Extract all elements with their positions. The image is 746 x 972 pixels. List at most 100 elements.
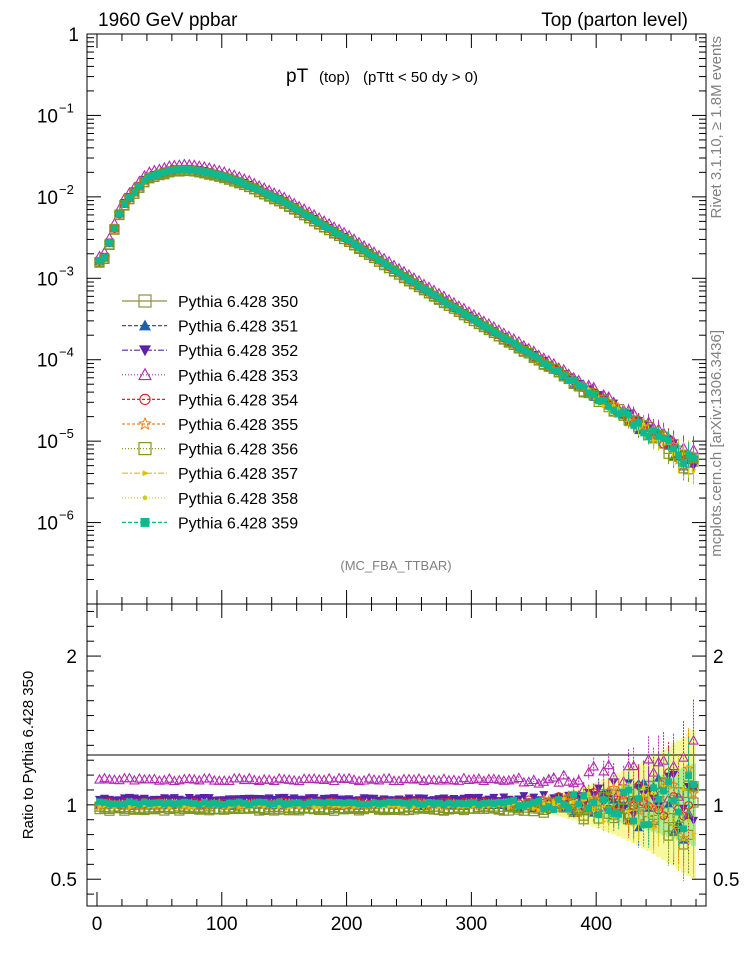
legend-entry: Pythia 6.428 351: [122, 319, 298, 336]
data-point: [570, 791, 578, 799]
data-point: [375, 256, 383, 264]
ratio-data-marks: [93, 699, 700, 881]
ratio-y-tick-label: 1: [66, 796, 77, 817]
data-point: [255, 186, 263, 194]
data-point: [265, 800, 273, 808]
data-point: [205, 169, 213, 177]
data-point: [625, 411, 632, 419]
ratio-y-tick-label: 0.5: [713, 870, 739, 891]
legend-entry: Pythia 6.428 353: [122, 367, 298, 385]
data-point: [438, 773, 450, 783]
data-point: [116, 210, 123, 218]
data-point: [435, 799, 443, 807]
data-point: [165, 167, 173, 175]
data-point: [553, 776, 565, 787]
process-label: Top (parton level): [541, 10, 688, 31]
data-point: [390, 266, 398, 274]
data-point: [655, 433, 662, 440]
data-point: [445, 300, 453, 308]
data-point: [681, 837, 686, 842]
data-point: [588, 760, 600, 771]
data-point: [601, 819, 607, 824]
data-point: [148, 773, 160, 784]
data-point: [385, 263, 393, 270]
data-point: [225, 799, 233, 807]
y-tick-exponent: −3: [59, 263, 74, 278]
data-point: [180, 165, 188, 173]
data-point: [691, 469, 696, 474]
data-point: [600, 397, 608, 404]
data-point: [101, 799, 108, 806]
data-point: [320, 799, 328, 807]
data-point: [681, 787, 687, 792]
data-point: [400, 273, 408, 280]
data-point: [200, 798, 208, 806]
data-point: [403, 773, 415, 784]
data-point: [290, 204, 298, 212]
data-point: [305, 799, 313, 807]
data-point: [676, 787, 681, 792]
data-point: [355, 244, 363, 251]
y-tick-label: 10: [37, 432, 58, 453]
data-point: [315, 219, 323, 227]
y-tick-label: 10: [37, 188, 58, 209]
data-point: [248, 774, 260, 785]
data-point: [641, 785, 646, 790]
data-point: [370, 799, 378, 807]
data-point: [190, 800, 198, 807]
data-point: [405, 276, 413, 284]
data-point: [603, 759, 615, 770]
data-point: [260, 189, 268, 196]
data-point: [325, 798, 333, 806]
data-point: [368, 773, 380, 784]
data-point: [425, 798, 433, 806]
series-marks: [96, 165, 697, 476]
data-point: [585, 805, 593, 812]
data-point: [288, 774, 300, 785]
data-point: [453, 775, 465, 785]
data-point: [146, 173, 153, 181]
data-point: [235, 798, 243, 806]
data-point: [643, 753, 655, 764]
data-point: [146, 800, 153, 807]
data-point: [626, 417, 632, 422]
data-point: [528, 774, 540, 785]
data-point: [440, 298, 448, 305]
data-point: [590, 799, 598, 806]
data-point: [598, 765, 610, 776]
legend-label: Pythia 6.428 353: [178, 368, 298, 385]
data-point: [280, 800, 288, 807]
data-point: [616, 406, 622, 412]
data-point: [628, 760, 640, 771]
data-point: [141, 176, 148, 184]
data-point: [136, 183, 143, 190]
data-point: [116, 800, 123, 808]
data-point: [550, 367, 558, 374]
legend-label: Pythia 6.428 352: [178, 343, 298, 360]
data-point: [645, 432, 652, 440]
data-point: [370, 253, 378, 261]
data-point: [139, 345, 151, 357]
data-point: [676, 834, 682, 840]
data-point: [500, 334, 508, 342]
data-point: [293, 775, 305, 786]
data-point: [170, 800, 178, 808]
data-point: [415, 282, 423, 290]
x-tick-label: 0: [92, 914, 103, 935]
data-point: [530, 798, 538, 806]
data-point: [460, 800, 468, 808]
legend-label: Pythia 6.428 358: [178, 491, 298, 508]
data-point: [395, 798, 403, 806]
data-point: [412, 804, 418, 810]
data-point: [270, 800, 278, 808]
data-point: [330, 799, 338, 807]
data-point: [167, 805, 173, 811]
data-point: [570, 376, 578, 384]
data-point: [555, 796, 563, 803]
legend-label: Pythia 6.428 351: [178, 319, 298, 336]
data-point: [106, 800, 113, 808]
data-point: [263, 774, 275, 784]
data-point: [142, 470, 150, 477]
data-point: [538, 776, 550, 786]
data-point: [200, 168, 208, 176]
